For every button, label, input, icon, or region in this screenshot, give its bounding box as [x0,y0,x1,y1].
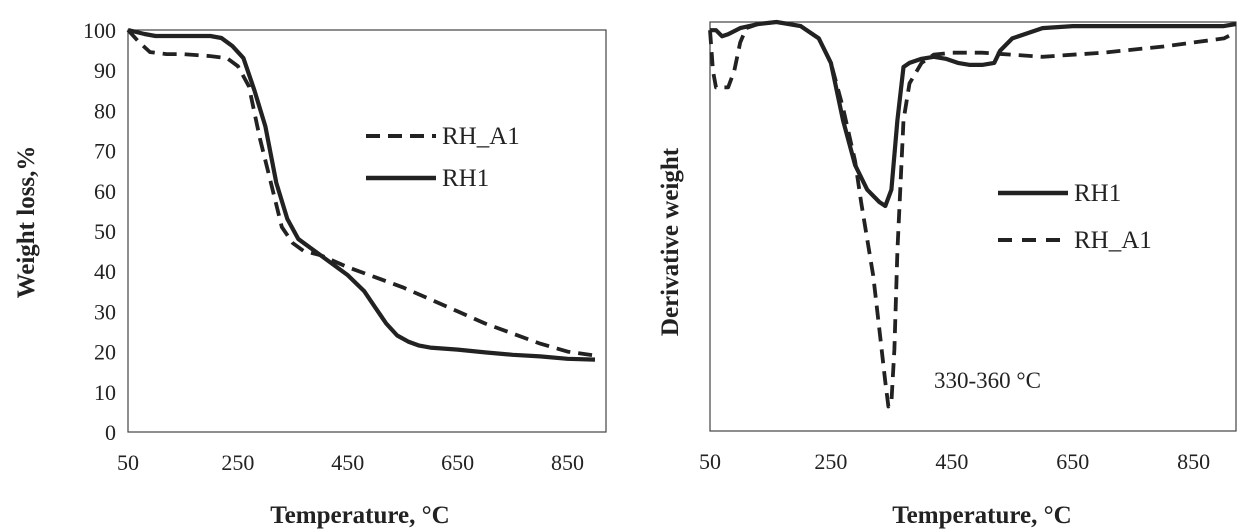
y-tick-label: 20 [94,340,116,365]
x-tick-label: 50 [699,449,721,474]
y-tick-label: 40 [94,259,116,284]
legend: RH_A1 RH1 [366,123,520,192]
y-tick-labels: 0 10 20 30 40 50 60 70 80 90 100 [83,18,116,445]
series-line-rh1 [710,19,1237,209]
x-tick-label: 850 [1177,449,1210,474]
x-tick-labels: 50 250 450 650 850 [117,450,584,475]
plot-frame [709,21,1237,432]
series-lines [708,19,1237,409]
plot-frame [127,29,607,433]
series-lines [126,27,596,362]
series-line-rh-a1 [708,20,1237,409]
x-axis-title: Temperature, °C [270,502,449,529]
legend-label-rh-a1: RH_A1 [442,123,520,150]
y-tick-label: 10 [94,380,116,405]
x-tick-label: 250 [814,449,847,474]
y-tick-label: 90 [94,58,116,83]
y-axis-title: Derivative weight [657,147,684,336]
x-tick-label: 450 [935,449,968,474]
y-tick-label: 80 [94,98,116,123]
x-tick-label: 250 [221,450,254,475]
legend: RH1 RH_A1 [998,180,1152,254]
y-tick-label: 0 [105,420,116,445]
y-tick-label: 50 [94,219,116,244]
y-tick-label: 100 [83,18,116,43]
legend-label-rh1: RH1 [442,165,489,192]
weight-loss-chart: 0 10 20 30 40 50 60 70 80 90 100 50 250 450 650 850 Te… [13,18,607,529]
y-tick-label: 70 [94,139,116,164]
peak-temperature-annotation: 330-360 °C [934,368,1041,393]
x-tick-label: 50 [117,450,139,475]
y-tick-label: 60 [94,179,116,204]
x-tick-label: 650 [441,450,474,475]
y-axis-title: Weight loss,% [13,146,40,299]
x-tick-labels: 50 250 450 650 850 [699,449,1210,474]
x-tick-label: 850 [551,450,584,475]
derivative-weight-chart: 50 250 450 650 850 Temperature, °C Derivativ… [657,19,1237,529]
x-tick-label: 450 [331,450,364,475]
series-line-rh-a1 [126,28,596,358]
legend-label-rh-a1: RH_A1 [1074,227,1152,254]
x-axis-title: Temperature, °C [892,502,1071,529]
legend-label-rh1: RH1 [1074,180,1121,207]
y-tick-label: 30 [94,299,116,324]
x-tick-label: 650 [1056,449,1089,474]
series-line-rh1 [127,27,596,362]
